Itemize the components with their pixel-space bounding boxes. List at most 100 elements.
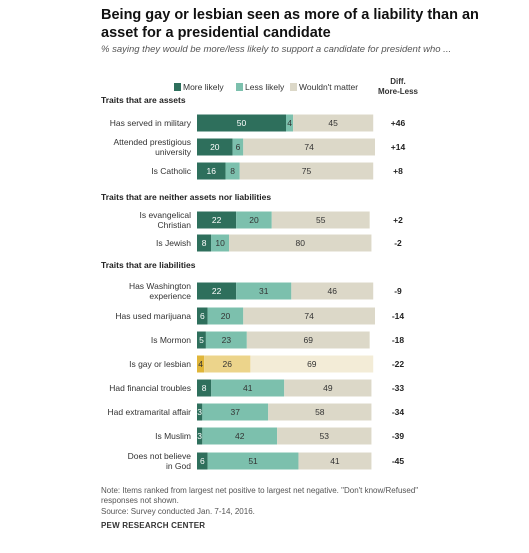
bar-less-likely (286, 114, 294, 132)
bar-less-likely (236, 282, 292, 300)
row-label: Had extramarital affair (108, 407, 192, 417)
data-label: 46 (328, 286, 338, 296)
bar-more-likely (197, 307, 208, 325)
bar-more-likely (197, 427, 203, 445)
bar-less-likely (204, 355, 251, 373)
bar-less-likely (211, 379, 285, 397)
bar-more-likely (197, 403, 203, 421)
bar-wouldnt-matter (277, 427, 372, 445)
row-label: Is Mormon (151, 335, 191, 345)
bar-less-likely (232, 138, 244, 156)
data-label: 8 (230, 166, 235, 176)
bar-wouldnt-matter (243, 138, 375, 156)
data-label: 20 (221, 311, 231, 321)
row-label: Is gay or lesbian (129, 359, 191, 369)
data-label: 53 (320, 431, 330, 441)
note-line-2: responses not shown. (101, 496, 179, 505)
legend-swatch (174, 83, 181, 91)
data-label: 6 (236, 142, 241, 152)
bar-more-likely (197, 138, 233, 156)
bar-wouldnt-matter (243, 307, 375, 325)
diff-header: Diff. (390, 77, 406, 86)
bar-more-likely (197, 211, 237, 229)
bar-wouldnt-matter (284, 379, 372, 397)
row-label: Had financial troubles (109, 383, 191, 393)
bar-wouldnt-matter (246, 331, 370, 349)
bar-less-likely (211, 234, 230, 252)
data-label: 50 (237, 118, 247, 128)
data-label: 51 (248, 456, 258, 466)
bar-wouldnt-matter (239, 162, 374, 180)
row-label: Is Catholic (151, 166, 191, 176)
diff-value: -2 (394, 238, 402, 248)
legend-label: Less likely (245, 82, 285, 92)
data-label: 42 (235, 431, 245, 441)
bar-less-likely (225, 162, 240, 180)
bar-more-likely (197, 452, 208, 470)
data-label: 69 (304, 335, 314, 345)
group-heading: Traits that are assets (101, 95, 186, 105)
source-note: Source: Survey conducted Jan. 7-14, 2016… (101, 507, 255, 516)
footer-credit: PEW RESEARCH CENTER (101, 521, 206, 530)
bar-more-likely (197, 355, 205, 373)
bar-more-likely (197, 162, 226, 180)
data-label: 20 (210, 142, 220, 152)
diff-value: -45 (392, 456, 405, 466)
data-label: 74 (304, 142, 314, 152)
row-label: Has Washington (129, 281, 191, 291)
bar-more-likely (197, 379, 212, 397)
diff-value: -34 (392, 407, 405, 417)
row-label: Is Muslim (155, 431, 191, 441)
row-label: Attended prestigious (114, 137, 192, 147)
bar-more-likely (197, 331, 206, 349)
bar-wouldnt-matter (229, 234, 372, 252)
bar-wouldnt-matter (291, 282, 374, 300)
data-label: 58 (315, 407, 325, 417)
row-label: Christian (157, 220, 191, 230)
bar-more-likely (197, 234, 212, 252)
bar-wouldnt-matter (271, 211, 370, 229)
data-label: 4 (198, 359, 203, 369)
data-label: 20 (249, 215, 259, 225)
row-label: Has served in military (110, 118, 192, 128)
row-label: Does not believe (128, 451, 192, 461)
bar-wouldnt-matter (268, 403, 372, 421)
diff-value: -9 (394, 286, 402, 296)
data-label: 22 (212, 215, 222, 225)
data-label: 74 (304, 311, 314, 321)
data-label: 3 (197, 407, 202, 417)
row-label: university (155, 147, 192, 157)
group-heading: Traits that are neither assets nor liabi… (101, 192, 271, 202)
diff-value: +8 (393, 166, 403, 176)
diff-header: More-Less (378, 87, 419, 96)
data-label: 75 (302, 166, 312, 176)
note-line-1: Note: Items ranked from largest net posi… (101, 486, 419, 495)
diff-value: +2 (393, 215, 403, 225)
legend-label: Wouldn't matter (299, 82, 358, 92)
data-label: 55 (316, 215, 326, 225)
data-label: 80 (296, 238, 306, 248)
bar-wouldnt-matter (298, 452, 372, 470)
data-label: 5 (199, 335, 204, 345)
diff-value: -14 (392, 311, 405, 321)
data-label: 8 (202, 383, 207, 393)
diff-value: +46 (391, 118, 406, 128)
data-label: 10 (215, 238, 225, 248)
data-label: 22 (212, 286, 222, 296)
legend-label: More likely (183, 82, 224, 92)
diff-value: -18 (392, 335, 405, 345)
data-label: 4 (287, 118, 292, 128)
diff-value: +14 (391, 142, 406, 152)
data-label: 41 (330, 456, 340, 466)
bar-more-likely (197, 282, 237, 300)
data-label: 49 (323, 383, 333, 393)
legend-swatch (290, 83, 297, 91)
bar-less-likely (202, 427, 278, 445)
data-label: 6 (200, 456, 205, 466)
row-label: in God (166, 461, 191, 471)
data-label: 37 (231, 407, 241, 417)
bar-more-likely (197, 114, 286, 132)
data-label: 69 (307, 359, 317, 369)
bar-less-likely (236, 211, 272, 229)
